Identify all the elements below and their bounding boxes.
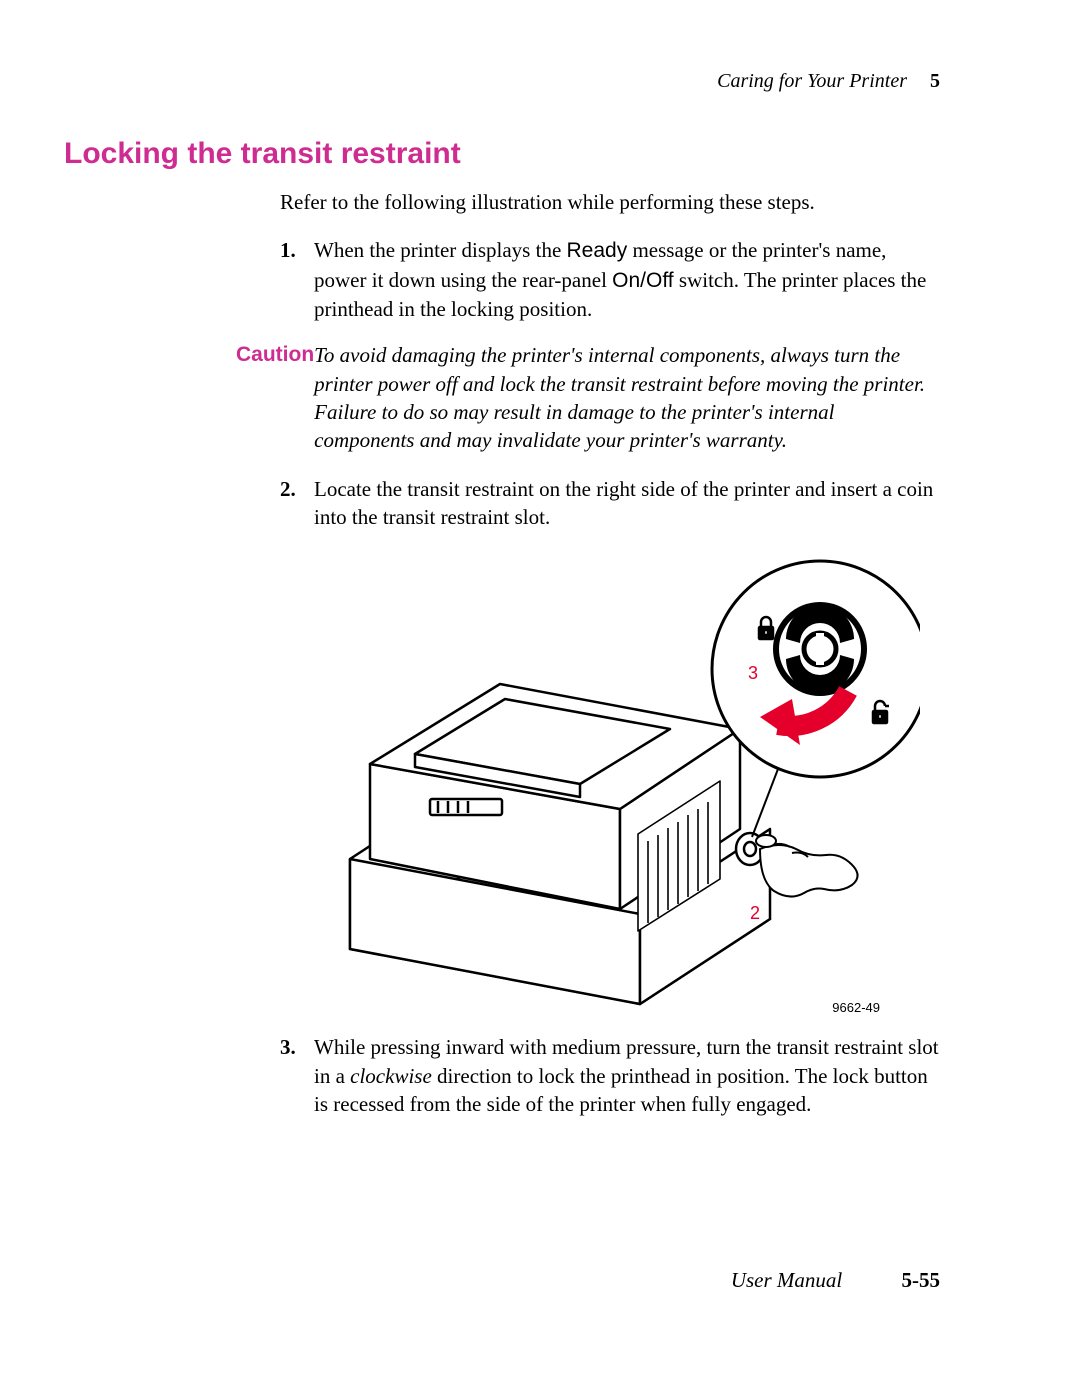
step-1: 1. When the printer displays the Ready m… bbox=[280, 236, 940, 323]
keyword-onoff: On/Off bbox=[612, 269, 673, 292]
callout-3: 3 bbox=[748, 663, 758, 683]
figure: 3 2 9662-49 bbox=[280, 549, 920, 1019]
step-3: 3. While pressing inward with medium pre… bbox=[280, 1033, 940, 1118]
callout-2: 2 bbox=[750, 903, 760, 923]
running-header: Caring for Your Printer 5 bbox=[100, 70, 940, 93]
chapter-number: 5 bbox=[930, 70, 940, 92]
page-footer: User Manual 5-55 bbox=[731, 1268, 940, 1293]
figure-reference: 9662-49 bbox=[832, 1000, 880, 1015]
caution-label: Caution bbox=[236, 341, 314, 454]
section-title: Locking the transit restraint bbox=[64, 137, 980, 171]
step-2: 2. Locate the transit restraint on the r… bbox=[280, 475, 940, 532]
emphasis-clockwise: clockwise bbox=[350, 1064, 432, 1088]
page-number: 5-55 bbox=[902, 1268, 941, 1292]
step-number: 1. bbox=[280, 236, 314, 323]
caution-block: Caution To avoid damaging the printer's … bbox=[236, 341, 940, 454]
step-list: 1. When the printer displays the Ready m… bbox=[280, 236, 940, 323]
doc-type: User Manual bbox=[731, 1268, 842, 1292]
step-list: 3. While pressing inward with medium pre… bbox=[280, 1033, 940, 1118]
step-body: While pressing inward with medium pressu… bbox=[314, 1033, 940, 1118]
step-body: When the printer displays the Ready mess… bbox=[314, 236, 940, 323]
chapter-title: Caring for Your Printer bbox=[717, 70, 907, 92]
intro-text: Refer to the following illustration whil… bbox=[280, 189, 980, 216]
printer-illustration: 3 2 bbox=[280, 549, 920, 1019]
step-number: 3. bbox=[280, 1033, 314, 1118]
keyword-ready: Ready bbox=[567, 239, 628, 262]
step-body: Locate the transit restraint on the righ… bbox=[314, 475, 940, 532]
step-number: 2. bbox=[280, 475, 314, 532]
caution-text: To avoid damaging the printer's internal… bbox=[314, 341, 940, 454]
page: Caring for Your Printer 5 Locking the tr… bbox=[0, 0, 1080, 1397]
text: When the printer displays the bbox=[314, 238, 567, 262]
step-list: 2. Locate the transit restraint on the r… bbox=[280, 475, 940, 532]
